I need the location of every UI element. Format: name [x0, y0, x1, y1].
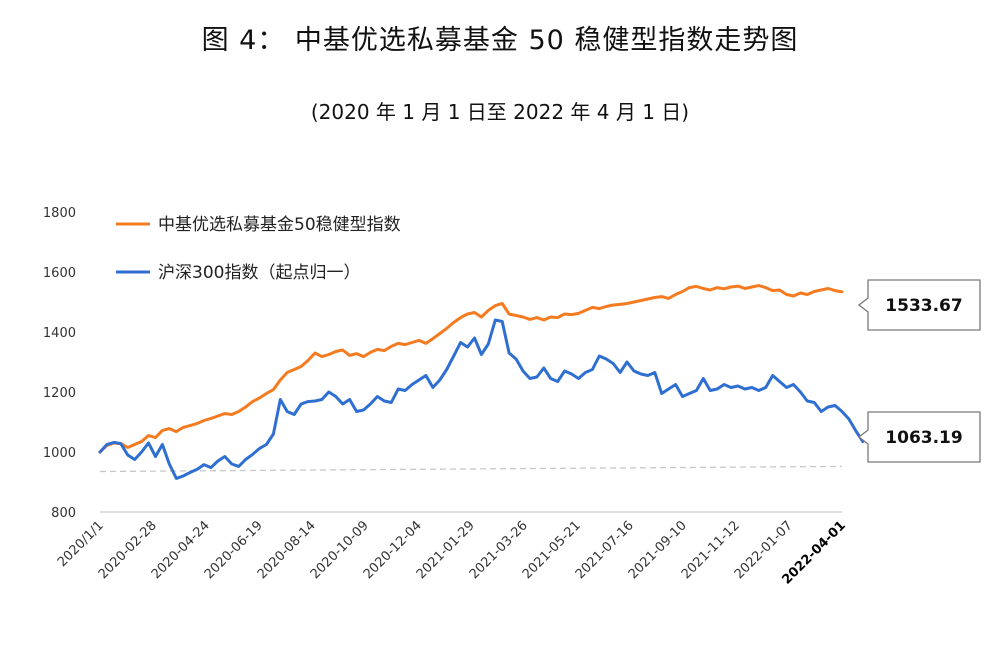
callout-box — [857, 279, 981, 331]
y-axis: 800 1000 1200 1400 1600 1800 — [43, 206, 76, 521]
chart-subtitle: (2020 年 1 月 1 日至 2022 年 4 月 1 日) — [310, 100, 690, 124]
legend-label: 中基优选私募基金50稳健型指数 — [158, 215, 401, 235]
y-tick-label: 1600 — [43, 266, 76, 281]
callout-box — [857, 411, 981, 463]
x-tick-label: 2020/1/1 — [55, 518, 107, 570]
x-axis: 2020/1/12020-02-282020-04-242020-06-1920… — [55, 518, 849, 587]
series-lines — [98, 284, 872, 480]
series-line-csi300 — [98, 318, 872, 480]
y-tick-label: 1000 — [43, 446, 76, 461]
callout-value: 1063.19 — [885, 428, 962, 448]
callout-csi300: 1063.19 — [857, 411, 981, 463]
reference-dashed-line — [99, 465, 843, 473]
series-line-fund-index — [98, 284, 844, 454]
chart-title: 图 4： 中基优选私募基金 50 稳健型指数走势图 — [201, 25, 799, 56]
y-tick-label: 1400 — [43, 326, 76, 341]
y-tick-label: 1200 — [43, 386, 76, 401]
callout-fund-index: 1533.67 — [857, 279, 981, 331]
end-value-callouts: 1533.67 1063.19 — [857, 279, 981, 463]
y-tick-label: 800 — [51, 506, 76, 521]
callout-value: 1533.67 — [885, 296, 962, 316]
y-tick-label: 1800 — [43, 206, 76, 221]
legend-label: 沪深300指数（起点归一） — [158, 263, 360, 283]
